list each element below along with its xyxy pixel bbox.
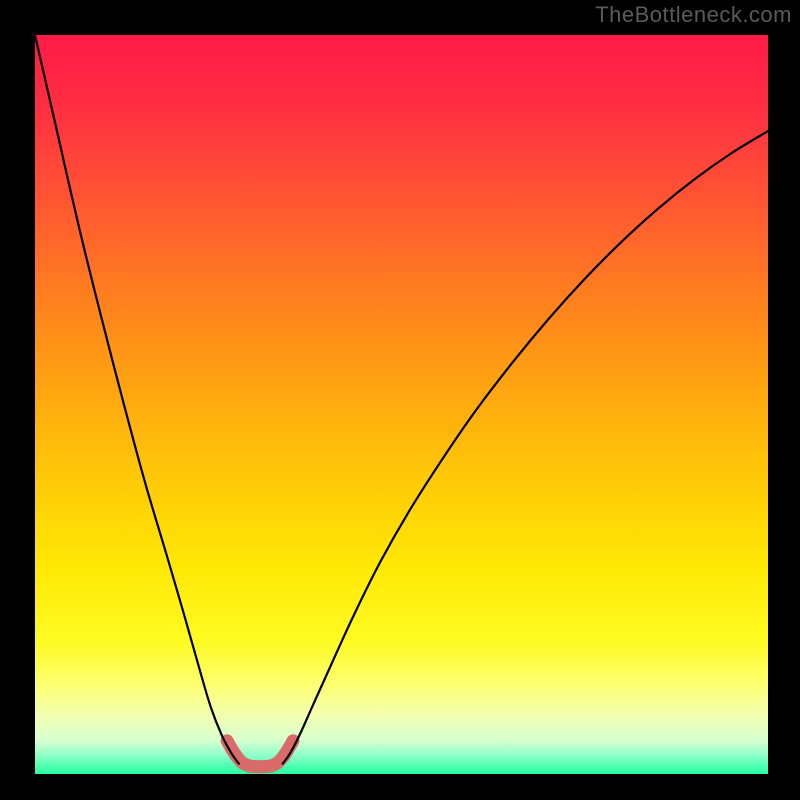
bottleneck-curve-right [283,131,768,764]
watermark-text: TheBottleneck.com [595,2,792,28]
bottleneck-curve-left [35,35,239,764]
chart-curve-layer [35,35,768,774]
chart-plot-area [35,35,768,774]
